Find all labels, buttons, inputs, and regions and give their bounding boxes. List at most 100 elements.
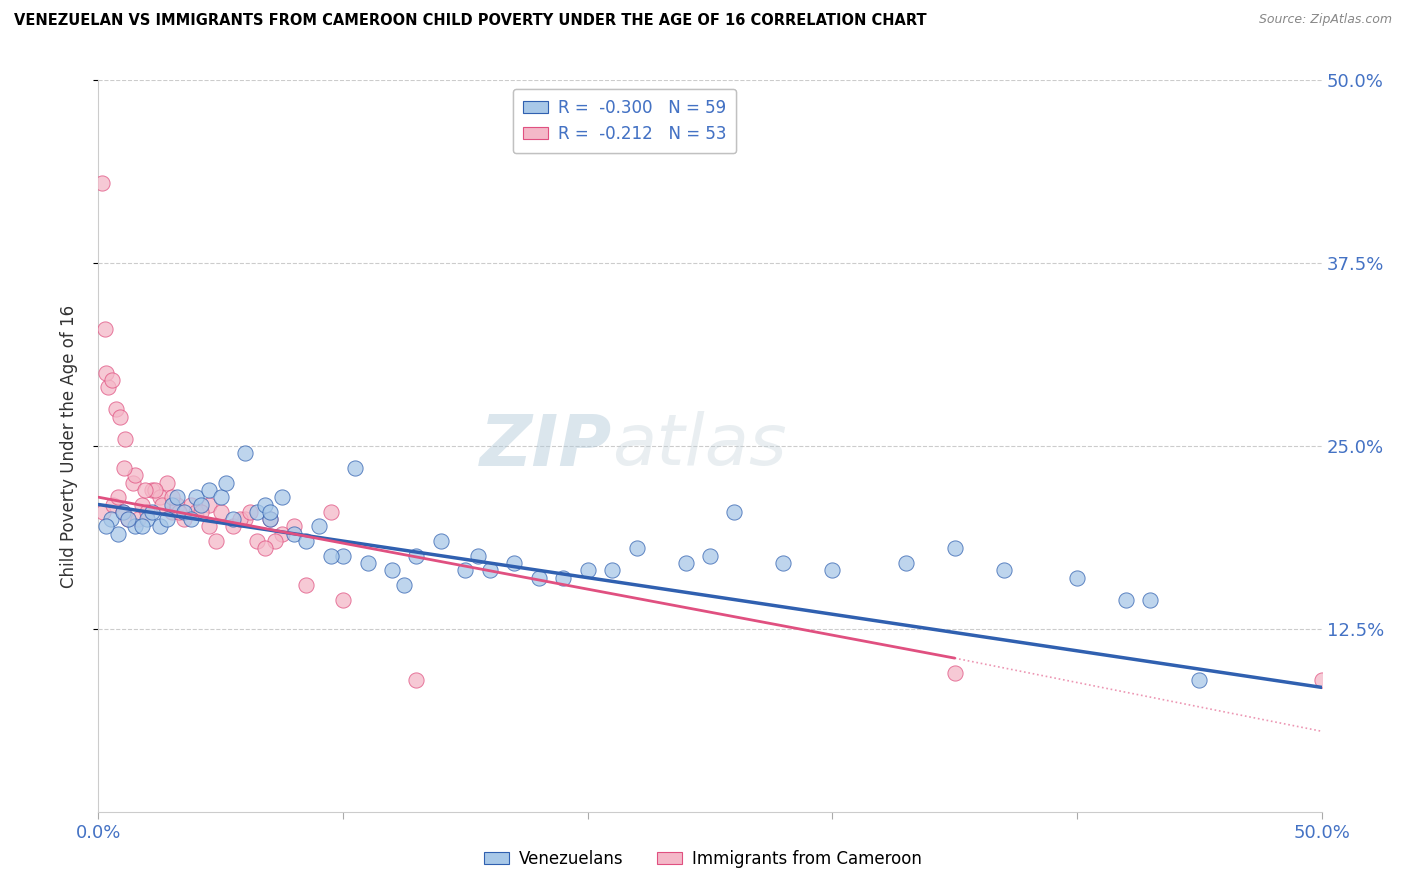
Y-axis label: Child Poverty Under the Age of 16: Child Poverty Under the Age of 16 (59, 304, 77, 588)
Point (104, 402, 127, 417)
Point (295, 534, 318, 549)
Point (160, 498, 183, 512)
Point (1115, 592, 1137, 607)
Point (699, 549, 721, 563)
Point (467, 549, 489, 563)
Text: ZIP: ZIP (479, 411, 612, 481)
Point (430, 534, 453, 549)
Point (101, 373, 124, 387)
Point (205, 534, 228, 549)
Point (576, 563, 599, 577)
Point (180, 512, 202, 526)
Point (117, 512, 139, 526)
Point (121, 475, 143, 490)
Point (772, 556, 794, 570)
Point (107, 490, 129, 504)
Point (319, 549, 342, 563)
Point (91, 505, 114, 519)
Point (1066, 571, 1088, 585)
Point (253, 498, 276, 512)
Point (190, 505, 212, 519)
Point (141, 505, 163, 519)
Point (173, 512, 195, 526)
Point (308, 519, 330, 533)
Point (295, 578, 318, 592)
Point (97, 380, 120, 394)
Point (156, 475, 179, 490)
Point (209, 490, 232, 504)
Point (209, 505, 232, 519)
Point (112, 461, 135, 475)
Point (332, 592, 354, 607)
Point (233, 512, 256, 526)
Point (173, 505, 195, 519)
Point (233, 446, 256, 460)
Point (93, 322, 115, 336)
Point (229, 512, 252, 526)
Point (143, 483, 166, 497)
Point (381, 563, 404, 577)
Point (136, 512, 159, 526)
Text: Source: ZipAtlas.com: Source: ZipAtlas.com (1258, 13, 1392, 27)
Point (259, 512, 281, 526)
Point (160, 490, 183, 504)
Point (186, 490, 208, 504)
Point (197, 519, 219, 533)
Point (107, 526, 129, 541)
Point (160, 505, 183, 519)
Point (319, 505, 342, 519)
Point (246, 505, 269, 519)
Point (166, 490, 188, 504)
Point (149, 519, 172, 533)
Point (626, 541, 648, 556)
Point (110, 409, 132, 424)
Point (405, 549, 427, 563)
Point (246, 534, 269, 549)
Point (197, 498, 219, 512)
Point (127, 512, 149, 526)
Point (124, 468, 146, 483)
Point (214, 475, 236, 490)
Point (259, 505, 281, 519)
Point (478, 563, 501, 577)
Point (111, 505, 134, 519)
Point (134, 483, 156, 497)
Point (344, 461, 367, 475)
Point (239, 505, 262, 519)
Point (454, 563, 477, 577)
Point (1188, 673, 1211, 687)
Point (600, 563, 623, 577)
Point (821, 563, 844, 577)
Text: VENEZUELAN VS IMMIGRANTS FROM CAMEROON CHILD POVERTY UNDER THE AGE OF 16 CORRELA: VENEZUELAN VS IMMIGRANTS FROM CAMEROON C… (14, 13, 927, 29)
Point (993, 563, 1015, 577)
Point (723, 505, 745, 519)
Point (180, 498, 202, 512)
Point (527, 571, 550, 585)
Legend: Venezuelans, Immigrants from Cameroon: Venezuelans, Immigrants from Cameroon (478, 844, 928, 875)
Point (1139, 592, 1161, 607)
Point (1310, 673, 1333, 687)
Point (553, 571, 575, 585)
Point (222, 512, 245, 526)
Point (283, 519, 305, 533)
Point (94, 519, 117, 533)
Point (259, 512, 281, 526)
Point (117, 512, 139, 526)
Point (356, 556, 378, 570)
Point (156, 512, 179, 526)
Point (136, 505, 159, 519)
Point (141, 483, 163, 497)
Point (253, 541, 276, 556)
Point (222, 519, 245, 533)
Legend: R =  -0.300   N = 59, R =  -0.212   N = 53: R = -0.300 N = 59, R = -0.212 N = 53 (513, 88, 737, 153)
Point (943, 541, 966, 556)
Point (101, 498, 124, 512)
Point (503, 556, 526, 570)
Point (392, 578, 416, 592)
Point (124, 519, 146, 533)
Point (270, 526, 294, 541)
Point (111, 505, 134, 519)
Point (150, 498, 173, 512)
Point (91, 176, 114, 190)
Text: atlas: atlas (612, 411, 787, 481)
